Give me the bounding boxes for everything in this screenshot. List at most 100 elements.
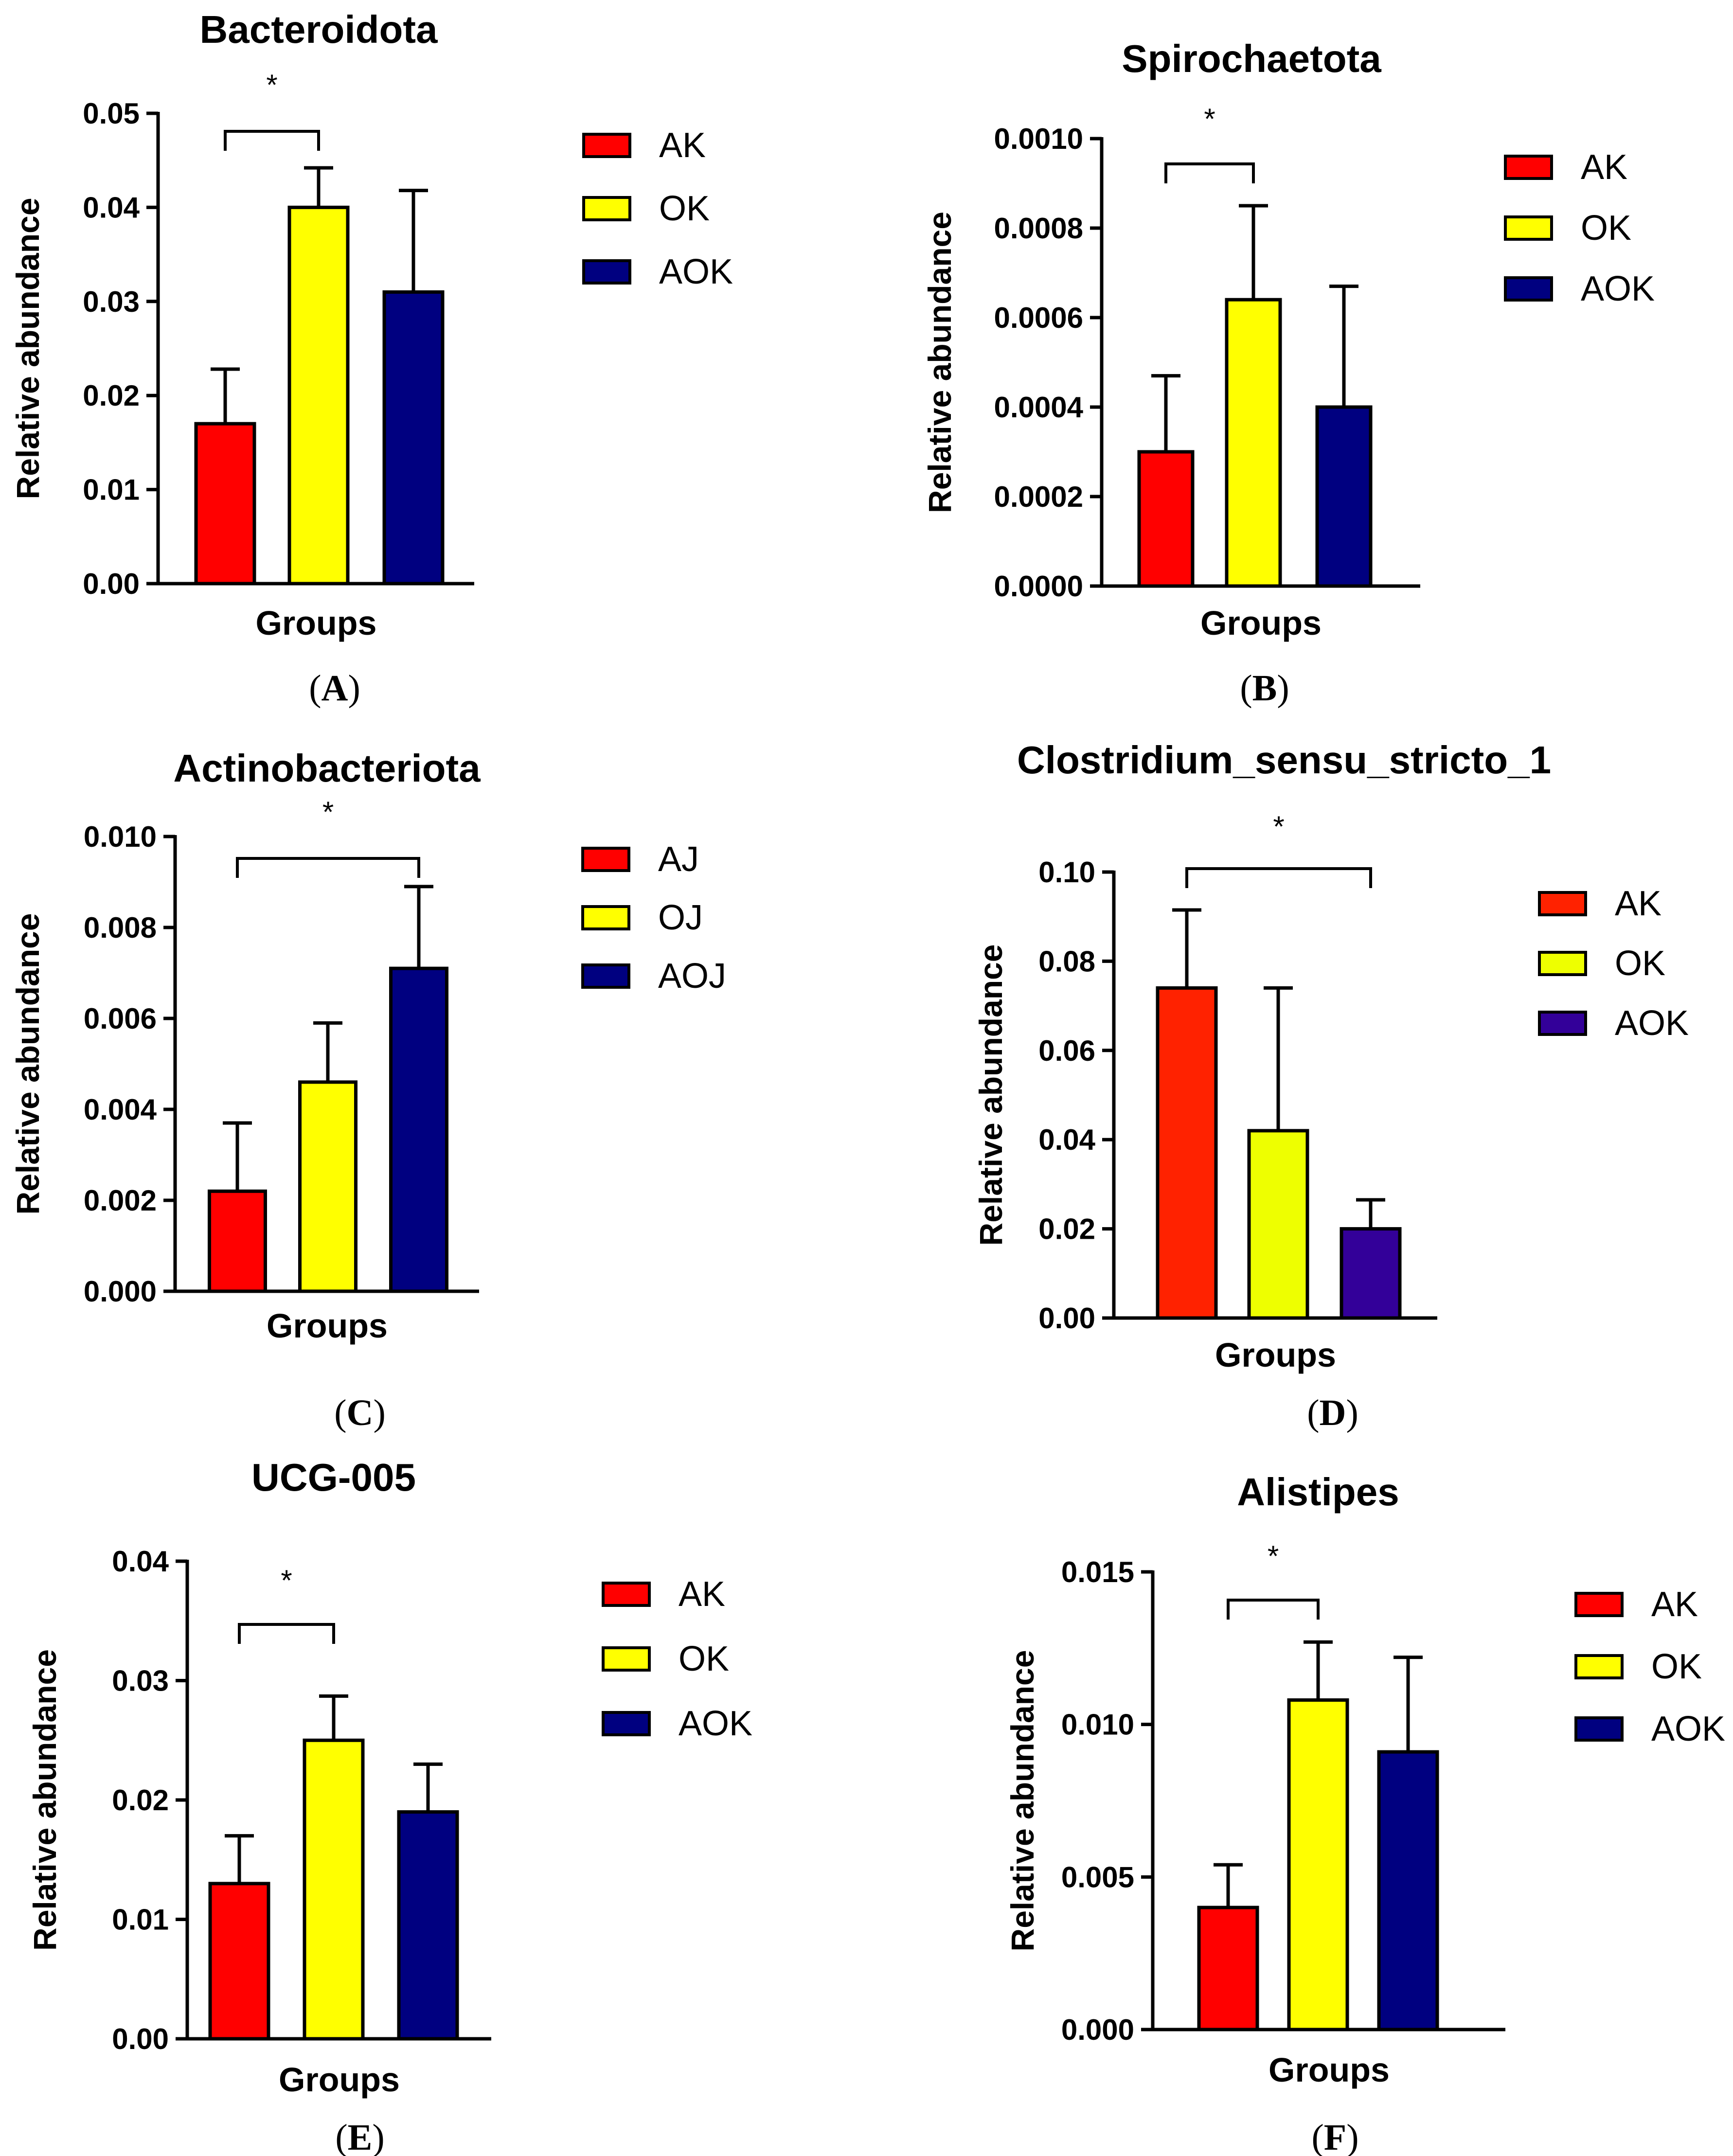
- legend-label: AOK: [1581, 269, 1655, 308]
- y-tick-label: 0.005: [1061, 1861, 1134, 1893]
- legend-swatch: [582, 133, 631, 158]
- legend-label: AK: [659, 126, 706, 165]
- legend-label: OJ: [658, 898, 703, 937]
- bar-ak: [194, 422, 256, 586]
- legend-swatch: [602, 1646, 651, 1672]
- panel-letter: C: [347, 1392, 374, 1433]
- panel-letter: A: [322, 668, 348, 709]
- x-axis-label: Groups: [256, 604, 377, 642]
- y-tick-label: 0.01: [112, 1904, 169, 1936]
- y-tick-label: 0.002: [84, 1184, 157, 1217]
- legend: AK OK AOK: [1504, 148, 1655, 308]
- bar-aok: [397, 1810, 459, 2041]
- x-axis-label: Groups: [1268, 2051, 1390, 2089]
- y-tick-label: 0.03: [83, 285, 140, 318]
- chart-title: Actinobacteriota: [173, 747, 481, 790]
- legend: AJ OJ AOJ: [581, 840, 726, 996]
- panel-label: (B): [1240, 668, 1289, 709]
- y-tick-label: 0.006: [84, 1002, 157, 1035]
- y-tick-label: 0.04: [112, 1545, 169, 1578]
- legend: AK OK AOK: [1538, 884, 1689, 1043]
- chart-panel-f: Alistipes 0.000 0.005 0.010 0.015 Relative ab…: [1004, 1470, 1725, 2156]
- legend-swatch: [582, 259, 631, 285]
- bar-ak: [208, 1882, 270, 2041]
- chart-panel-c: Actinobacteriota 0.000 0.002 0.004 0.006 0.00…: [10, 747, 726, 1433]
- bar-aok: [382, 290, 445, 586]
- x-axis-label: Groups: [1200, 604, 1322, 642]
- bar-ak: [1197, 1906, 1259, 2031]
- bar-ok: [1247, 1129, 1309, 1320]
- y-tick-label: 0.004: [84, 1093, 157, 1126]
- y-tick-label: 0.00: [112, 2023, 169, 2055]
- legend-swatch: [1504, 215, 1553, 241]
- legend-swatch: [581, 905, 630, 930]
- legend-swatch: [1538, 891, 1587, 916]
- bar-oj: [298, 1080, 357, 1293]
- y-tick-label: 0.06: [1038, 1034, 1095, 1067]
- significance-bracket: [1164, 162, 1255, 183]
- y-tick-label: 0.010: [1061, 1709, 1134, 1741]
- legend-label: AK: [679, 1575, 725, 1614]
- legend-swatch: [1538, 1011, 1587, 1036]
- bar-ak: [1156, 986, 1218, 1320]
- significance-marker: *: [281, 1564, 292, 1597]
- y-tick-label: 0.01: [83, 474, 140, 506]
- panel-letter: F: [1324, 2117, 1346, 2156]
- y-tick-label: 0.03: [112, 1665, 169, 1697]
- legend-label: AOK: [1651, 1710, 1725, 1748]
- legend-label: AK: [1615, 884, 1662, 923]
- y-tick-label: 0.04: [1038, 1123, 1095, 1156]
- y-tick-label: 0.02: [83, 379, 140, 412]
- y-tick-label: 0.02: [112, 1784, 169, 1817]
- panel-letter: D: [1320, 1392, 1346, 1433]
- y-axis-label: Relative abundance: [973, 944, 1009, 1246]
- legend-swatch: [582, 196, 631, 221]
- panel-label: (D): [1307, 1392, 1358, 1433]
- significance-bracket: [224, 130, 320, 151]
- legend-label: OK: [659, 189, 710, 228]
- significance-marker: *: [1273, 810, 1284, 843]
- significance-bracket: [1227, 1599, 1320, 1620]
- legend-label: AK: [1651, 1585, 1698, 1624]
- y-tick-label: 0.02: [1038, 1213, 1095, 1246]
- y-tick-label: 0.0006: [994, 302, 1083, 334]
- legend-swatch: [602, 1582, 651, 1607]
- bar-ok: [1287, 1698, 1349, 2031]
- legend: AK OK AOK: [602, 1575, 752, 1743]
- chart-title: Spirochaetota: [1122, 37, 1381, 80]
- legend-swatch: [1504, 155, 1553, 180]
- y-tick-label: 0.008: [84, 911, 157, 944]
- y-tick-label: 0.0000: [994, 570, 1083, 603]
- chart-title: Clostridium_sensu_stricto_1: [1017, 738, 1551, 782]
- bar-aok: [1377, 1750, 1439, 2031]
- significance-bracket: [238, 1623, 335, 1644]
- legend-label: AOK: [659, 252, 733, 291]
- legend: AK OK AOK: [582, 126, 733, 291]
- legend-swatch: [602, 1711, 651, 1736]
- y-axis-label: Relative abundance: [922, 212, 958, 513]
- x-axis-label: Groups: [267, 1307, 388, 1345]
- y-tick-label: 0.00: [83, 568, 140, 600]
- panel-label: (F): [1311, 2117, 1358, 2156]
- y-tick-label: 0.08: [1038, 945, 1095, 978]
- significance-marker: *: [266, 69, 277, 101]
- y-tick-label: 0.05: [83, 97, 140, 130]
- legend-label: AJ: [658, 840, 699, 879]
- bar-ok: [303, 1738, 365, 2041]
- chart-title: Bacteroidota: [200, 8, 438, 51]
- chart-panel-e: UCG-005 0.00 0.01 0.02 0.03 0.04 Relative abun…: [27, 1456, 752, 2156]
- chart-title: UCG-005: [251, 1456, 416, 1499]
- y-tick-label: 0.010: [84, 820, 157, 853]
- bar-aoj: [389, 966, 448, 1293]
- panel-label: (E): [335, 2117, 384, 2156]
- chart-title: Alistipes: [1237, 1470, 1399, 1514]
- legend-label: AK: [1581, 148, 1627, 187]
- bar-ak: [1137, 450, 1195, 588]
- y-tick-label: 0.015: [1061, 1556, 1134, 1588]
- significance-bracket: [1185, 867, 1372, 888]
- y-axis-label: Relative abundance: [10, 913, 46, 1215]
- significance-marker: *: [1204, 103, 1215, 135]
- y-axis-label: Relative abundance: [1004, 1650, 1040, 1952]
- y-tick-label: 0.00: [1038, 1302, 1095, 1335]
- y-tick-label: 0.0010: [994, 123, 1083, 155]
